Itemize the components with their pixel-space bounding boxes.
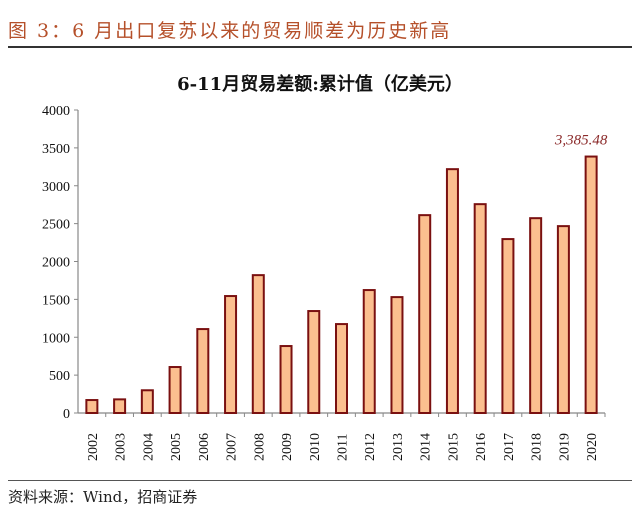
x-tick-label: 2018 (530, 433, 545, 461)
y-tick-label: 2000 (42, 256, 70, 271)
bar-2016 (473, 203, 487, 414)
x-tick-label: 2004 (141, 433, 156, 461)
title-divider (8, 46, 632, 48)
bar-2003 (113, 398, 127, 414)
x-tick-label: 2012 (363, 433, 378, 461)
x-tick-label: 2009 (280, 433, 295, 461)
bar-2007 (224, 295, 238, 414)
figure-title: 图 3：6 月出口复苏以来的贸易顺差为历史新高 (8, 20, 452, 42)
bar-2004 (140, 389, 154, 414)
y-tick-label: 4000 (42, 104, 70, 119)
x-tick-label: 2014 (419, 433, 434, 461)
value-annotation: 3,385.48 (554, 133, 608, 149)
chart-title: 6-11月贸易差额:累计值（亿美元） (177, 74, 463, 95)
y-tick-label: 1500 (42, 293, 70, 308)
x-tick-label: 2011 (336, 434, 351, 461)
bar-chart: 0 500 1000 1500 2000 2500 3000 3500 4000 2002 2003… (42, 104, 608, 461)
y-tick-label: 0 (63, 407, 70, 422)
bar-2013 (390, 296, 404, 415)
x-tick-label: 2008 (252, 433, 267, 461)
y-tick-label: 3000 (42, 180, 70, 195)
bar-2011 (335, 323, 348, 414)
bar-2017 (501, 238, 515, 414)
bar-2018 (529, 217, 543, 414)
bar-2020 (584, 155, 598, 414)
x-tick-label: 2019 (557, 433, 572, 461)
bar-2010 (307, 310, 321, 414)
bar-2006 (196, 328, 210, 414)
x-tick-label: 2005 (169, 433, 184, 461)
x-tick-label: 2010 (308, 433, 323, 461)
bar-2014 (418, 214, 432, 414)
bar-2019 (556, 225, 570, 414)
y-tick-label: 2500 (42, 218, 70, 233)
source-note: 资料来源：Wind，招商证券 (8, 488, 198, 506)
x-tick-label: 2016 (474, 433, 489, 461)
x-tick-label: 2013 (391, 433, 406, 461)
bar-2005 (168, 366, 182, 414)
y-tick-label: 3500 (42, 142, 70, 157)
bar-2015 (445, 168, 459, 414)
x-tick-label: 2017 (502, 433, 517, 461)
bar-2012 (362, 289, 376, 414)
x-tick-label: 2006 (197, 433, 212, 461)
bar-2009 (279, 345, 293, 414)
y-tick-label: 500 (49, 369, 70, 384)
x-tick-label: 2002 (86, 433, 101, 461)
x-tick-label: 2020 (585, 433, 600, 461)
bar-2002 (85, 399, 99, 415)
x-tick-label: 2015 (446, 433, 461, 461)
y-tick-label: 1000 (42, 331, 70, 346)
bar-2008 (251, 274, 265, 415)
source-divider (8, 480, 632, 481)
x-tick-label: 2007 (225, 433, 240, 461)
x-tick-label: 2003 (114, 433, 129, 461)
